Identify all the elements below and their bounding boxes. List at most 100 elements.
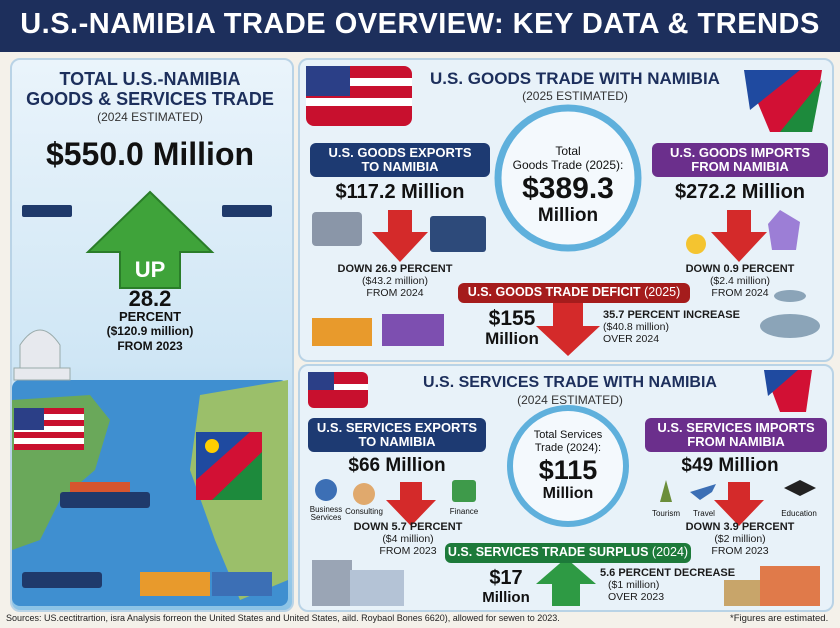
goods-title: U.S. GOODS TRADE WITH NAMIBIA xyxy=(430,69,720,88)
services-balance-unit: Million xyxy=(482,589,530,606)
ship xyxy=(22,572,102,588)
goods-exports-change: DOWN 26.9 PERCENT xyxy=(337,263,453,275)
namibia-map-blue xyxy=(764,370,798,396)
us-flag-stripe xyxy=(14,408,84,414)
label-text: U.S. GOODS TRADE DEFICIT xyxy=(467,285,641,300)
services-exports-change-amount: ($4 million) xyxy=(382,533,434,545)
goods-imports-value: $272.2 Million xyxy=(674,181,806,203)
us-map-stripe xyxy=(308,384,368,390)
total-change: 28.2 xyxy=(128,286,172,311)
service-icon-label: Business Services xyxy=(309,505,343,523)
label-text: U.S. SERVICES TRADE SURPLUS xyxy=(447,545,649,560)
services-imports-change: DOWN 3.9 PERCENT xyxy=(685,521,795,533)
devices-icon xyxy=(430,216,486,252)
fish-icon xyxy=(760,314,820,338)
goods-balance-value: $155 xyxy=(488,307,536,330)
page-title: U.S.-NAMIBIA TRADE OVERVIEW: KEY DATA & … xyxy=(20,8,820,40)
total-period: (2024 ESTIMATED) xyxy=(97,110,203,124)
goods-total-unit: Million xyxy=(537,205,599,226)
us-flag-stripe xyxy=(14,420,84,426)
sources: Sources: US.cectitrartion, isra Analysis… xyxy=(6,613,560,623)
services-total-unit: Million xyxy=(542,485,594,502)
radiation-icon xyxy=(686,234,706,254)
service-icon-label: Tourism xyxy=(651,509,680,518)
goods-balance-label: U.S. GOODS TRADE DEFICIT (2025) xyxy=(458,283,690,303)
capitol xyxy=(19,329,61,371)
namibia-flag-green xyxy=(212,452,262,500)
label-line: U.S. SERVICES EXPORTS xyxy=(316,420,478,436)
label-line: U.S. GOODS EXPORTS xyxy=(328,145,472,161)
goods-balance-change: 35.7 PERCENT INCREASE xyxy=(603,309,740,321)
namibia-map-blue xyxy=(744,70,800,110)
total-change-period: FROM 2023 xyxy=(117,339,183,353)
us-map-canton xyxy=(308,372,334,390)
down-arrow xyxy=(714,482,764,526)
services-total-value: $115 xyxy=(538,455,598,485)
goods-balance-unit: Million xyxy=(485,329,539,348)
services-balance-label: U.S. SERVICES TRADE SURPLUS (2024) xyxy=(445,543,691,563)
label-line: FROM NAMIBIA xyxy=(687,434,785,449)
service-icon xyxy=(353,483,375,505)
service-icon xyxy=(690,484,716,500)
namibia-map-green xyxy=(780,80,822,132)
service-icon xyxy=(315,479,337,501)
services-imports-value: $49 Million xyxy=(681,455,779,476)
services-total-label: Trade (2024): xyxy=(534,442,602,454)
label-line: TO NAMIBIA xyxy=(358,434,436,449)
services-total-ring xyxy=(507,405,629,527)
truck-icon xyxy=(382,314,444,346)
total-heading: TOTAL U.S.-NAMIBIA xyxy=(59,69,241,89)
services-exports-change: DOWN 5.7 PERCENT xyxy=(353,521,463,533)
total-change-unit: PERCENT xyxy=(118,309,182,324)
services-exports-label: U.S. SERVICES EXPORTS TO NAMIBIA xyxy=(308,418,486,452)
services-title: U.S. SERVICES TRADE WITH NAMIBIA xyxy=(423,374,717,391)
service-icon-label: Travel xyxy=(693,509,715,518)
factory-icon xyxy=(312,212,362,246)
total-change-amount: ($120.9 million) xyxy=(106,324,194,338)
goods-period: (2025 ESTIMATED) xyxy=(522,89,628,103)
city-icon xyxy=(312,560,352,606)
service-icon xyxy=(452,480,476,502)
ship xyxy=(60,492,150,508)
label-line: U.S. GOODS IMPORTS xyxy=(669,145,811,161)
goods-total-value: $389.3 xyxy=(522,172,614,205)
service-icon-label: Finance xyxy=(449,507,479,516)
up-arrow xyxy=(536,558,596,606)
goods-exports-change-amount: ($43.2 million) xyxy=(362,275,428,287)
goods-balance-change-amount: ($40.8 million) xyxy=(603,321,669,333)
us-flag-canton xyxy=(14,408,44,430)
goods-total-label: Goods Trade (2025): xyxy=(512,158,624,172)
services-balance-value: $17 xyxy=(489,567,523,589)
goods-total-label: Total xyxy=(555,144,581,158)
total-direction: UP xyxy=(134,257,166,282)
services-balance-change: 5.6 PERCENT DECREASE xyxy=(600,567,736,579)
service-icon xyxy=(784,480,816,496)
service-icon xyxy=(660,480,672,502)
services-balance-change-period: OVER 2023 xyxy=(608,591,665,603)
title-bar xyxy=(0,0,840,52)
city-icon xyxy=(724,580,760,606)
up-arrow xyxy=(85,190,215,289)
goods-exports-value: $117.2 Million xyxy=(335,181,465,203)
truck xyxy=(140,572,210,596)
service-icon-label: Education xyxy=(781,509,817,518)
goods-exports-label: U.S. GOODS EXPORTS TO NAMIBIA xyxy=(310,143,490,177)
fish-icon xyxy=(774,290,806,302)
label-line: U.S. SERVICES IMPORTS xyxy=(657,420,815,436)
city-icon xyxy=(760,566,820,606)
services-period: (2024 ESTIMATED) xyxy=(517,393,623,407)
bank-icon xyxy=(350,570,404,606)
label-period: (2025) xyxy=(644,285,681,300)
services-balance-change-amount: ($1 million) xyxy=(608,579,660,591)
total-heading: GOODS & SERVICES TRADE xyxy=(26,89,274,109)
goods-balance-change-period: OVER 2024 xyxy=(603,333,660,345)
down-arrow xyxy=(372,210,428,262)
label-period: (2024) xyxy=(651,545,689,560)
namibia-sun xyxy=(205,439,219,453)
truck xyxy=(212,572,272,596)
services-imports-label: U.S. SERVICES IMPORTS FROM NAMIBIA xyxy=(645,418,827,452)
services-imports-change-amount: ($2 million) xyxy=(714,533,766,545)
services-total-label: Total Services xyxy=(533,429,603,441)
